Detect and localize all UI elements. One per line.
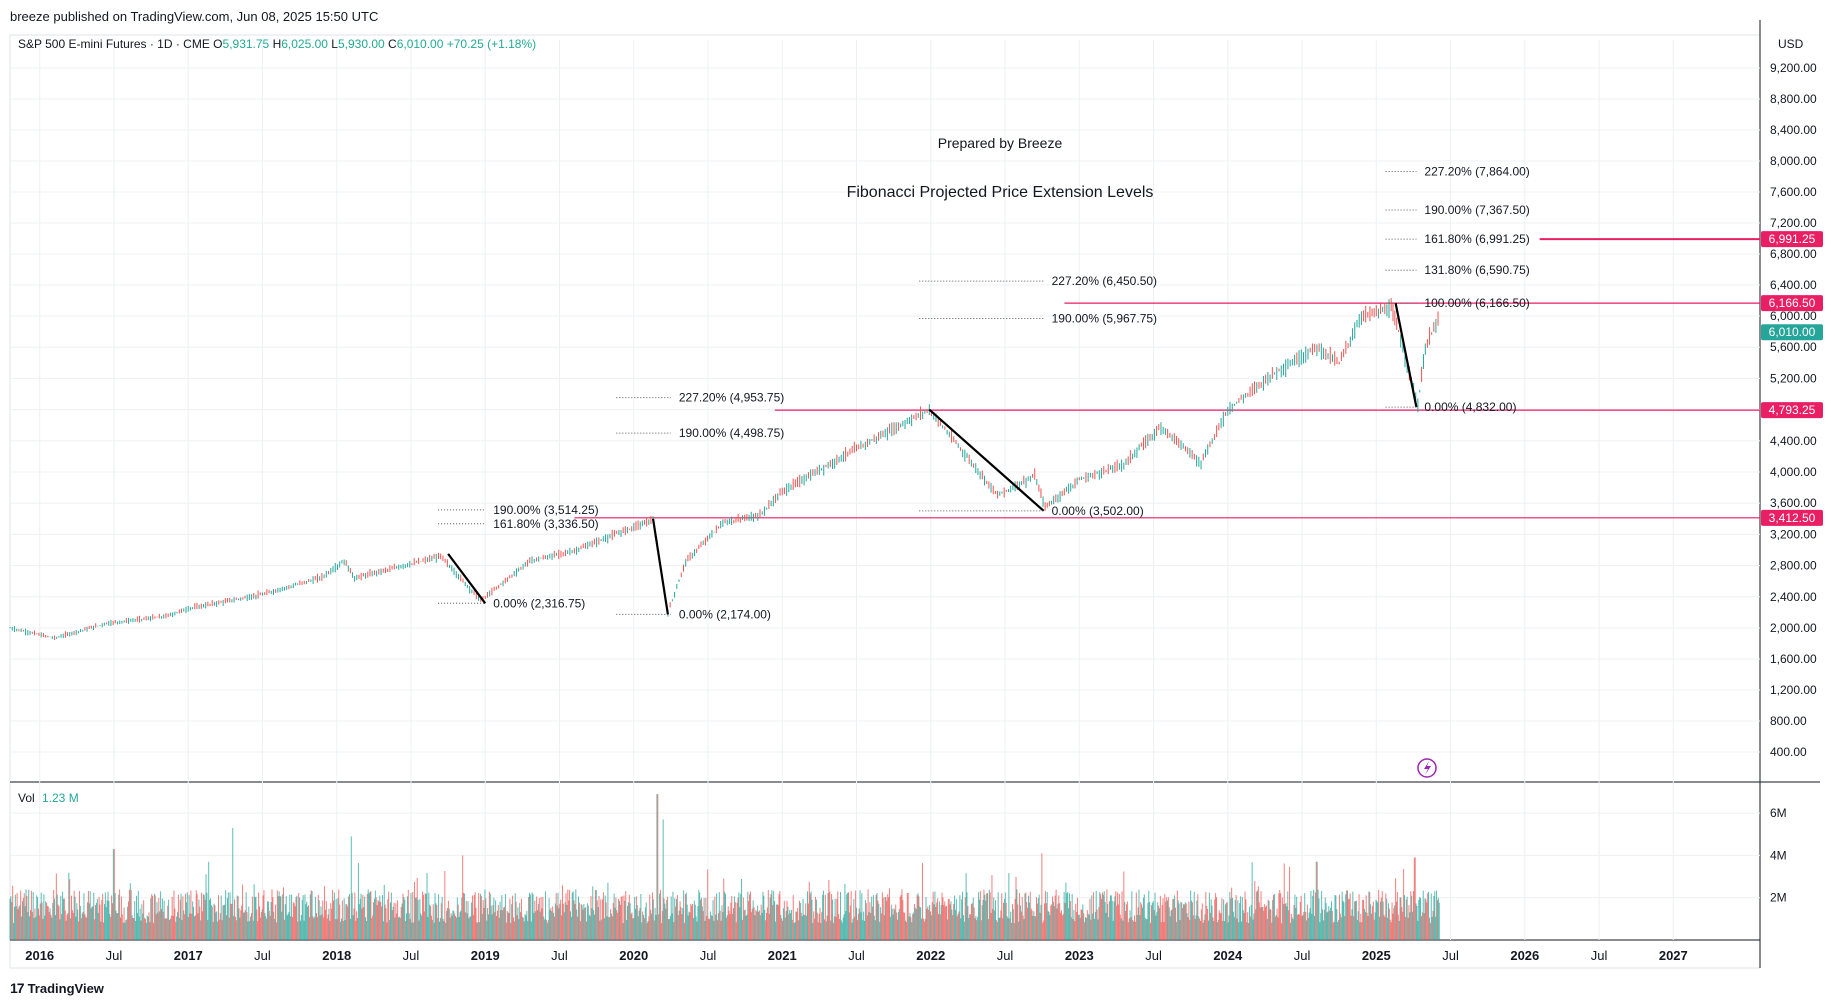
volume-last-value: 1.23 M [42,791,79,805]
price-tick-label: 5,600.00 [1770,340,1817,354]
price-tick-label: 7,200.00 [1770,216,1817,230]
level-price-badge [1761,402,1823,419]
time-tick-label: Jul [1145,948,1162,963]
ohlc-legend: S&P 500 E-mini Futures · 1D · CME O5,931… [18,37,536,51]
level-price-badge [1761,231,1823,248]
time-tick-label: Jul [1294,948,1311,963]
fib-swing-line [447,553,487,604]
time-tick-label: 2025 [1362,948,1391,963]
level-price-badge [1761,509,1823,526]
price-tick-label: 3,600.00 [1770,496,1817,510]
time-tick-label: 2024 [1213,948,1243,963]
time-tick-label: 2023 [1065,948,1094,963]
fib-level-label: 190.00% (7,367.50) [1424,203,1529,217]
time-tick-label: 2019 [471,948,500,963]
price-tick-label: 9,200.00 [1770,61,1817,75]
time-tick-label: 2022 [916,948,945,963]
time-tick-label: 2021 [768,948,797,963]
lightning-icon [1417,758,1437,778]
time-tick-label: Jul [403,948,420,963]
level-price-badge-text: 6,991.25 [1769,232,1816,246]
currency-label: USD [1778,37,1804,51]
time-tick-label: Jul [997,948,1014,963]
volume-tick-label: 6M [1770,806,1787,820]
price-tick-label: 8,800.00 [1770,92,1817,106]
time-tick-label: Jul [254,948,271,963]
fib-level-label: 131.80% (6,590.75) [1424,263,1529,277]
price-tick-label: 4,400.00 [1770,434,1817,448]
level-price-badge-text: 6,166.50 [1769,296,1816,310]
price-tick-label: 6,400.00 [1770,278,1817,292]
fib-level-label: 227.20% (6,450.50) [1052,274,1157,288]
time-tick-label: 2027 [1659,948,1688,963]
fib-level-label: 190.00% (3,514.25) [493,503,598,517]
level-price-badge-text: 4,793.25 [1769,403,1816,417]
price-tick-label: 6,800.00 [1770,247,1817,261]
price-tick-label: 5,200.00 [1770,371,1817,385]
price-tick-label: 7,600.00 [1770,185,1817,199]
price-tick-label: 2,400.00 [1770,590,1817,604]
fib-level-label: 161.80% (6,991.25) [1424,232,1529,246]
fib-level-label: 0.00% (4,832.00) [1424,400,1516,414]
fib-level-label: 190.00% (4,498.75) [679,426,784,440]
price-tick-label: 8,400.00 [1770,123,1817,137]
time-tick-label: Jul [700,948,717,963]
chart-title: Fibonacci Projected Price Extension Leve… [847,184,1154,201]
fib-level-label: 227.20% (7,864.00) [1424,165,1529,179]
price-tick-label: 400.00 [1770,745,1807,759]
fib-level-label: 0.00% (2,316.75) [493,596,585,610]
tradingview-brand-text: TradingView [27,980,104,996]
price-tick-label: 1,600.00 [1770,652,1817,666]
fib-level-label: 227.20% (4,953.75) [679,391,784,405]
fib-swing-line [1394,302,1418,408]
time-tick-label: Jul [848,948,865,963]
published-by-text: breeze published on TradingView.com, Jun… [10,9,379,24]
fib-level-label: 161.80% (3,336.50) [493,517,598,531]
tradingview-logo-icon: 17 [10,980,25,996]
fib-swing-line [928,408,1045,512]
fib-level-label: 190.00% (5,967.75) [1052,312,1157,326]
time-tick-label: Jul [551,948,568,963]
price-tick-label: 2,800.00 [1770,559,1817,573]
volume-bars [9,794,1440,940]
fib-swing-line [651,518,669,615]
chart-subtitle: Prepared by Breeze [938,135,1063,151]
time-tick-label: 2018 [322,948,351,963]
price-tick-label: 4,000.00 [1770,465,1817,479]
price-candles [9,298,1439,641]
price-tick-label: 3,200.00 [1770,527,1817,541]
time-tick-label: Jul [106,948,123,963]
price-tick-label: 6,000.00 [1770,309,1817,323]
time-tick-label: Jul [1591,948,1608,963]
price-tick-label: 800.00 [1770,714,1807,728]
fib-level-label: 0.00% (2,174.00) [679,607,771,621]
level-price-badge [1761,295,1823,312]
time-tick-label: 2020 [619,948,648,963]
volume-tick-label: 4M [1770,848,1787,862]
price-tick-label: 1,200.00 [1770,683,1817,697]
last-price-badge-text: 6,010.00 [1769,325,1816,339]
last-price-badge [1761,324,1823,341]
time-tick-label: 2017 [174,948,203,963]
lightning-icon-bolt [1424,761,1431,775]
time-tick-label: 2016 [25,948,54,963]
fib-level-label: 100.00% (6,166.50) [1424,296,1529,310]
volume-label: Vol [18,791,35,805]
level-price-badge-text: 3,412.50 [1769,511,1816,525]
time-tick-label: Jul [1442,948,1459,963]
tradingview-logo[interactable]: 17 TradingView [10,980,104,996]
time-tick-label: 2026 [1510,948,1539,963]
price-tick-label: 8,000.00 [1770,154,1817,168]
fib-level-label: 0.00% (3,502.00) [1052,504,1144,518]
volume-tick-label: 2M [1770,891,1787,905]
price-tick-label: 2,000.00 [1770,621,1817,635]
